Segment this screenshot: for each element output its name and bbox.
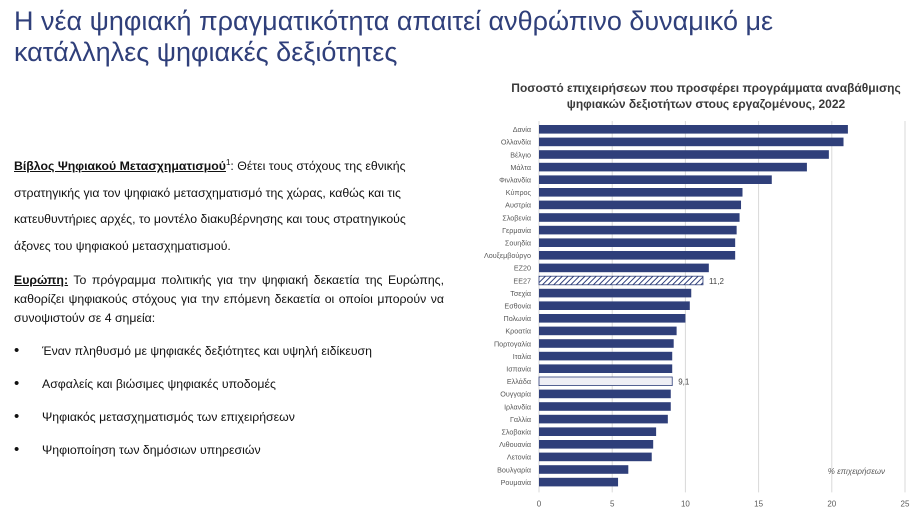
category-label: Λιθουανία: [499, 440, 531, 449]
bar: [539, 414, 668, 424]
category-label: Γερμανία: [502, 226, 531, 235]
category-label: Σλοβακία: [501, 428, 531, 437]
bar-layer: [538, 125, 848, 487]
bar: [539, 200, 742, 210]
bullet-item: Ψηφιοποίηση των δημόσιων υπηρεσιών: [14, 441, 444, 474]
bar: [539, 288, 692, 298]
category-label: Ιταλία: [513, 352, 531, 361]
label-layer: 0 5 10 15 20 25 Δανία Ολλανδία Βέλγιο Μάλτα Φινλαν…: [484, 125, 910, 508]
bar: [539, 150, 829, 159]
category-label: Μάλτα: [510, 163, 531, 172]
bar: [539, 263, 709, 273]
unit-note: % επιχειρήσεων: [828, 467, 885, 476]
slide-title: Η νέα ψηφιακή πραγματικότητα απαιτεί ανθ…: [14, 6, 774, 67]
bar: [539, 125, 848, 134]
bullet-item: Ψηφιακός μετασχηματισμός των επιχειρήσεω…: [14, 408, 444, 441]
bar: [539, 389, 671, 399]
bar: [539, 301, 690, 310]
bar: [539, 402, 671, 411]
category-label: Κροατία: [505, 327, 531, 336]
data-label: 9,1: [678, 378, 690, 387]
x-tick-label: 20: [827, 499, 836, 508]
category-label: Ουγγαρία: [500, 390, 531, 399]
bar: [539, 351, 673, 361]
category-label: Ρουμανία: [501, 478, 531, 487]
category-label: Ελλάδα: [507, 377, 531, 386]
book-paragraph: Βίβλος Ψηφιακού Μετασχηματισμού1: Θέτει …: [14, 150, 444, 259]
bar: [539, 188, 743, 197]
bar: [539, 213, 740, 222]
bar: [539, 251, 736, 260]
bar: [538, 376, 673, 387]
bar: [539, 175, 772, 184]
book-text: : Θέτει τους στόχους της εθνικής στρατηγ…: [14, 159, 406, 253]
bullet-item: Ασφαλείς και βιώσιμες ψηφιακές υποδομές: [14, 375, 444, 408]
category-label: Ολλανδία: [501, 138, 531, 147]
x-tick-label: 10: [681, 499, 690, 508]
bar: [539, 314, 686, 323]
category-label: Πολωνία: [504, 314, 532, 323]
x-tick-label: 0: [537, 499, 542, 508]
category-label: Κύπρος: [506, 188, 532, 197]
bar: [539, 339, 674, 348]
category-label: Φινλανδία: [499, 176, 531, 185]
category-label: ΕΖ20: [514, 264, 531, 273]
chart-title: Ποσοστό επιχειρήσεων που προσφέρει προγρ…: [511, 81, 901, 111]
category-label: Ιρλανδία: [504, 402, 531, 411]
text-block: Βίβλος Ψηφιακού Μετασχηματισμού1: Θέτει …: [14, 150, 444, 474]
bar: [539, 427, 657, 436]
category-label: Τσεχία: [510, 289, 531, 298]
bullet-list: Έναν πληθυσμό με ψηφιακές δεξιότητες και…: [14, 342, 444, 474]
bar: [539, 137, 844, 147]
bullet-item: Έναν πληθυσμό με ψηφιακές δεξιότητες και…: [14, 342, 444, 375]
category-label: Αυστρία: [505, 201, 531, 210]
bar: [539, 477, 619, 487]
x-tick-label: 25: [901, 499, 910, 508]
bar: [539, 440, 654, 449]
bar-chart: 0 5 10 15 20 25 Δανία Ολλανδία Βέλγιο Μάλτα Φινλαν…: [484, 121, 910, 508]
europe-term: Ευρώπη:: [14, 273, 69, 288]
bar: [539, 452, 652, 462]
bar: [539, 162, 807, 172]
footnote-marker: 1: [225, 158, 231, 167]
category-label: Σουηδία: [505, 239, 531, 248]
category-label: Πορτογαλία: [494, 339, 531, 348]
europe-paragraph: Ευρώπη: Το πρόγραμμα πολιτικής για την ψ…: [14, 271, 444, 328]
category-label: Λετονία: [507, 453, 531, 462]
category-label: Λουξεμβούργο: [484, 251, 531, 260]
bar: [539, 225, 737, 235]
bar: [538, 275, 704, 286]
category-label: ΕΕ27: [513, 276, 531, 285]
bar: [539, 326, 677, 336]
category-label: Γαλλία: [510, 415, 531, 424]
category-label: Ισπανία: [506, 365, 531, 374]
category-label: Εσθονία: [504, 302, 531, 311]
bar: [539, 465, 629, 474]
category-label: Βουλγαρία: [497, 465, 531, 474]
x-tick-label: 15: [754, 499, 763, 508]
europe-text: Το πρόγραμμα πολιτικής για την ψηφιακή δ…: [14, 273, 444, 326]
x-tick-label: 5: [610, 499, 615, 508]
bar: [539, 364, 673, 373]
category-label: Σλοβενία: [502, 213, 531, 222]
bar: [539, 238, 736, 247]
category-label: Βέλγιο: [510, 150, 531, 159]
data-label: 11,2: [709, 277, 725, 286]
category-label: Δανία: [513, 125, 531, 134]
book-term: Βίβλος Ψηφιακού Μετασχηματισμού: [14, 159, 226, 174]
